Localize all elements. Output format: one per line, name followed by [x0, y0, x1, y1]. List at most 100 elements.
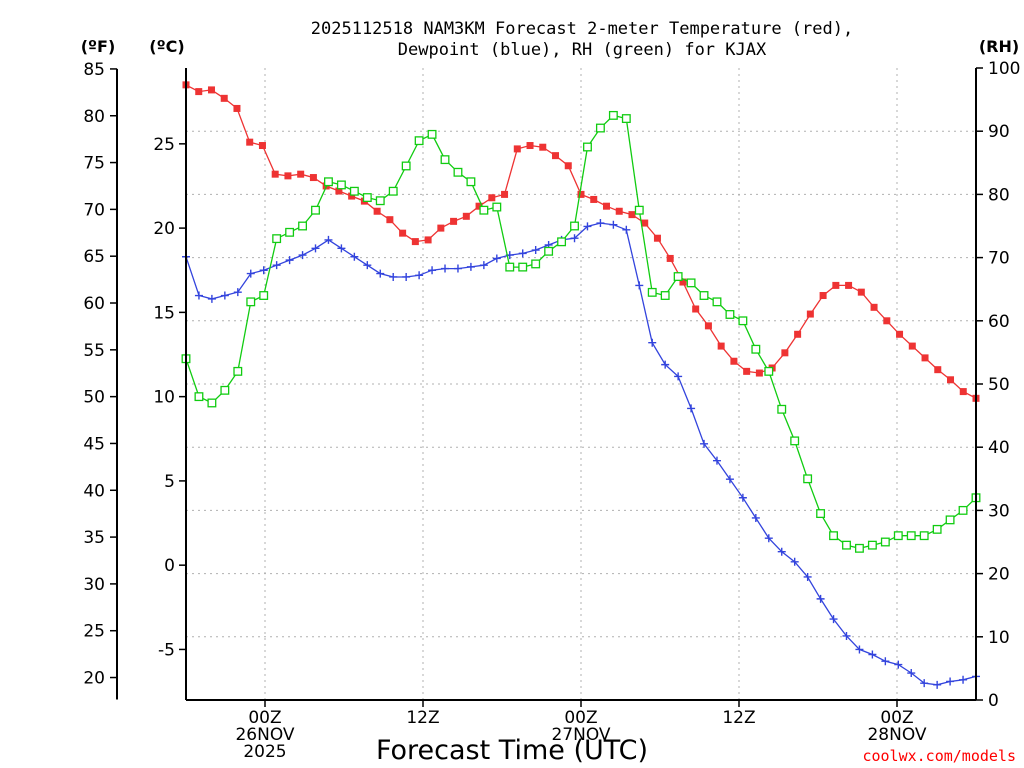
rh-point [699, 291, 709, 300]
dewpoint-point [751, 513, 760, 522]
x-tick-label: 28NOV [867, 725, 926, 745]
credit-text: coolwx.com/models [862, 747, 1016, 765]
celsius-unit-label: (ºC) [149, 37, 184, 56]
dewpoint-point [907, 669, 916, 678]
rh-point [634, 205, 644, 215]
rh-point [932, 524, 942, 534]
dewpoint-point [648, 338, 657, 347]
dewpoint-point [441, 264, 450, 273]
temperature-point [220, 94, 228, 102]
rh-point [673, 272, 683, 282]
rh-point [570, 221, 579, 231]
temperature-point [743, 367, 751, 375]
temperature-point [488, 194, 496, 202]
rh-point [816, 509, 826, 519]
dewpoint-point [609, 220, 618, 229]
rh-point [829, 531, 838, 541]
rh-tick-label: 60 [988, 312, 1010, 332]
temperature-point [577, 190, 585, 198]
rh-point [479, 205, 489, 215]
dewpoint-point [298, 251, 307, 260]
dewpoint-point [531, 246, 540, 255]
dewpoint-point [363, 261, 372, 270]
dewpoint-point [725, 475, 734, 484]
rh-tick-label: 30 [988, 501, 1010, 521]
rh-tick-label: 50 [988, 375, 1010, 395]
series-line-1 [185, 222, 977, 686]
rh-point [401, 161, 411, 171]
x-tick-label: 12Z [406, 708, 439, 728]
rh-point [880, 537, 890, 547]
dewpoint-point [596, 219, 605, 228]
dewpoint-point [272, 261, 281, 270]
dewpoint-point [959, 675, 968, 684]
rh-tick-label: 90 [988, 122, 1010, 142]
temperature-point [896, 330, 904, 338]
x-tick-label: 26NOV [235, 725, 294, 745]
rh-point [505, 262, 515, 272]
rh-point [298, 221, 308, 231]
temperature-point [883, 317, 891, 325]
rh-point [285, 227, 295, 237]
fahrenheit-tick-label: 40 [83, 481, 105, 501]
rh-point [919, 531, 929, 541]
temperature-point [755, 369, 763, 377]
rh-point [583, 142, 592, 152]
fahrenheit-tick-label: 75 [83, 154, 105, 174]
rh-tick-label: 10 [988, 628, 1010, 648]
rh-point [362, 193, 372, 203]
rh-point [194, 392, 204, 402]
fahrenheit-tick-label: 25 [83, 622, 105, 642]
rh-unit-label: (RH) [979, 37, 1019, 56]
temperature-point [730, 357, 738, 365]
dewpoint-point [946, 677, 955, 686]
temperature-point [437, 224, 445, 232]
temperature-point [666, 254, 674, 262]
temperature-point [411, 238, 419, 246]
dewpoint-point [492, 254, 501, 263]
temperature-point [934, 366, 942, 374]
fahrenheit-tick-label: 85 [83, 60, 105, 80]
rh-point [790, 436, 800, 446]
temperature-point [921, 354, 929, 362]
rh-point [751, 344, 761, 354]
rh-tick-label: 100 [988, 59, 1020, 79]
dewpoint-point [246, 269, 255, 278]
celsius-tick-label: -5 [158, 640, 175, 660]
dewpoint-point [868, 650, 877, 659]
chart-title-line1: 2025112518 NAM3KM Forecast 2-meter Tempe… [311, 19, 853, 39]
x-tick-label: 2025 [243, 742, 286, 762]
temperature-point [641, 219, 649, 227]
temperature-point [794, 330, 802, 338]
dewpoint-point [764, 534, 773, 543]
rh-point [375, 196, 385, 206]
dewpoint-point [829, 615, 838, 624]
dewpoint-point [285, 256, 294, 265]
rh-point [518, 262, 528, 272]
rh-tick-label: 70 [988, 249, 1010, 269]
dewpoint-point [453, 264, 462, 273]
dewpoint-point [583, 222, 592, 231]
temperature-point [258, 142, 266, 150]
rh-point [544, 246, 554, 256]
temperature-point [845, 281, 853, 289]
rh-point [388, 186, 398, 196]
rh-point [427, 129, 437, 139]
temperature-point [450, 217, 458, 225]
rh-point [336, 180, 346, 190]
celsius-tick-label: 25 [153, 135, 175, 155]
temperature-point [615, 207, 623, 215]
temperature-point [348, 192, 356, 200]
temperature-point [832, 281, 840, 289]
rh-point [686, 278, 696, 288]
x-tick-label: 00Z [564, 708, 597, 728]
rh-point [945, 515, 955, 525]
rh-point [466, 177, 476, 187]
dewpoint-point [518, 249, 527, 258]
temperature-point [501, 190, 509, 198]
celsius-tick-label: 0 [164, 556, 175, 576]
dewpoint-point [337, 244, 346, 253]
rh-point [440, 155, 450, 165]
rh-point [621, 114, 631, 124]
dewpoint-point [777, 547, 786, 556]
